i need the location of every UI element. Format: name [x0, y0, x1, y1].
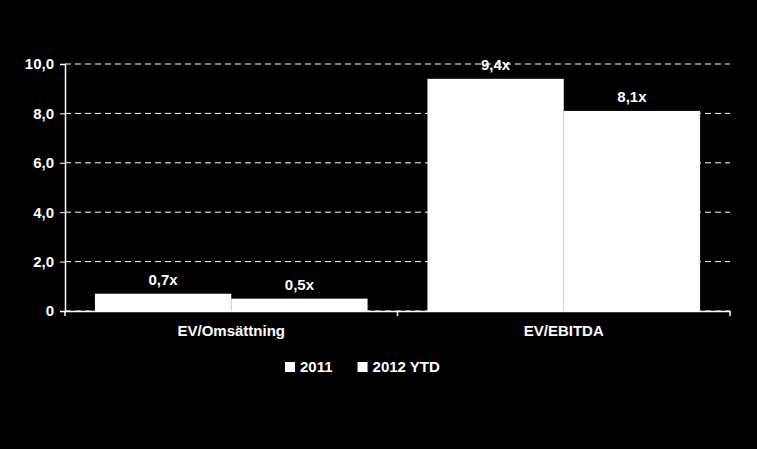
legend-item: 2011 — [285, 358, 333, 375]
data-label: 0,5x — [285, 276, 315, 293]
y-tick-label: 0 — [46, 302, 54, 319]
bar — [427, 79, 563, 311]
y-tick-mark — [60, 262, 65, 263]
data-label: 8,1x — [617, 88, 647, 105]
data-label: 0,7x — [148, 271, 178, 288]
x-tick-label: EV/Omsättning — [177, 322, 285, 339]
category-separators — [65, 311, 730, 316]
y-axis-line — [60, 65, 66, 312]
legend: 2011 2012 YTD — [285, 358, 440, 375]
y-tick-mark — [60, 64, 65, 65]
data-labels: 0,7x 9,4x 0,5x 8,1x — [148, 56, 647, 293]
x-axis: EV/Omsättning EV/EBITDA — [66, 311, 731, 339]
legend-item: 2012 YTD — [358, 358, 440, 375]
y-tick: 4,0 — [33, 204, 65, 221]
y-tick-label: 6,0 — [33, 154, 54, 171]
chart: 0,7x 9,4x 0,5x 8,1x 0 2,0 4,0 6,0 8,0 10,0 EV/Omsä… — [0, 0, 757, 449]
data-label: 9,4x — [481, 56, 511, 73]
y-tick-mark — [60, 163, 65, 164]
y-tick: 10,0 — [25, 55, 65, 72]
x-tick-label: EV/EBITDA — [524, 322, 604, 339]
legend-label: 2011 — [300, 358, 333, 375]
bar — [231, 299, 367, 311]
grid — [65, 64, 730, 311]
y-tick-mark — [60, 212, 65, 213]
category-separator — [397, 311, 399, 316]
legend-swatch — [285, 362, 295, 372]
category-separator — [729, 311, 731, 316]
grid-line — [65, 64, 730, 65]
y-tick: 2,0 — [33, 253, 65, 270]
y-tick-mark — [60, 113, 65, 114]
bar — [564, 111, 700, 311]
category-separator — [64, 311, 66, 316]
y-tick-label: 10,0 — [25, 55, 54, 72]
y-tick: 0 — [46, 302, 65, 319]
bar — [95, 294, 231, 311]
y-tick: 6,0 — [33, 154, 65, 171]
x-tick: EV/Omsättning — [177, 311, 285, 339]
legend-label: 2012 YTD — [373, 358, 440, 375]
y-tick: 8,0 — [33, 105, 65, 122]
y-tick-label: 8,0 — [33, 105, 54, 122]
y-tick-label: 2,0 — [33, 253, 54, 270]
bars — [95, 79, 700, 311]
legend-swatch — [358, 362, 368, 372]
x-tick: EV/EBITDA — [524, 311, 604, 339]
y-tick-label: 4,0 — [33, 204, 54, 221]
y-axis: 0 2,0 4,0 6,0 8,0 10,0 — [25, 55, 66, 319]
